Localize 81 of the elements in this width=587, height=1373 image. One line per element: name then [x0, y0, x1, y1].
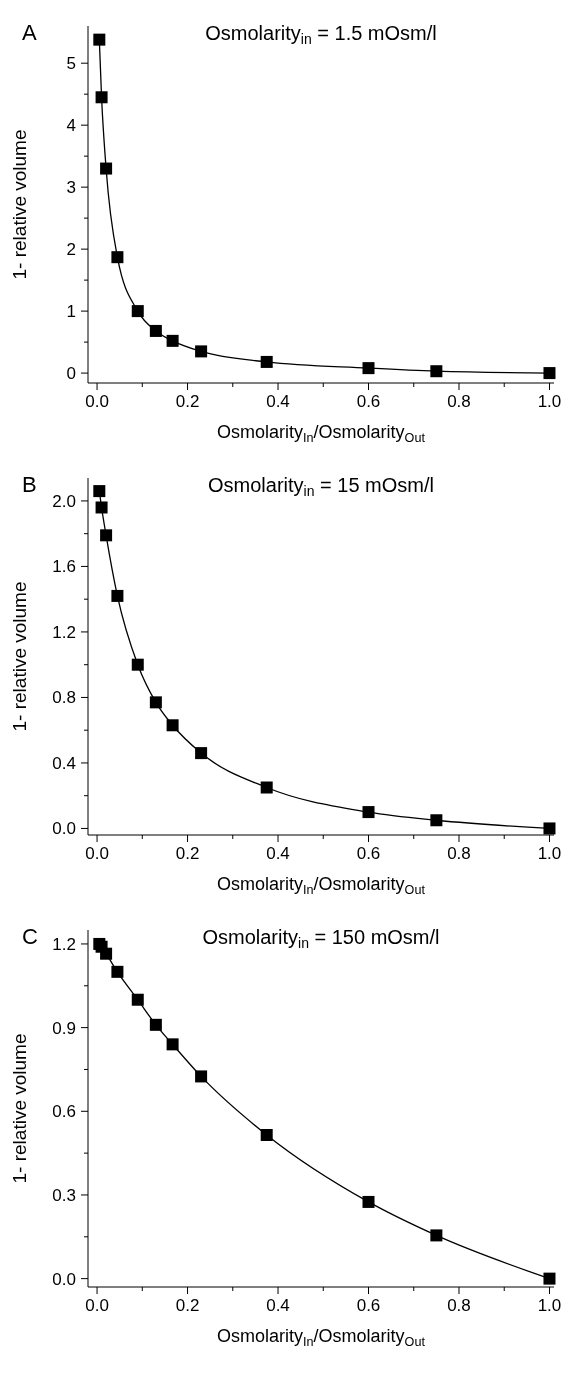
y-tick-label: 0.6: [52, 1102, 76, 1122]
x-tick-label: 0.6: [356, 1296, 381, 1315]
point: [131, 658, 144, 671]
x-tick-label: 1.0: [537, 1296, 562, 1315]
y-tick-label: 0.0: [52, 819, 76, 839]
y-tick-label: 0.8: [52, 688, 76, 708]
y-axis-title: 1- relative volume: [9, 1033, 30, 1184]
x-tick-label: 0.8: [447, 844, 471, 863]
y-tick-label: 0.0: [52, 1269, 76, 1289]
point: [543, 822, 556, 835]
point: [166, 719, 179, 732]
x-tick-label: 0.2: [175, 1296, 200, 1315]
point: [93, 33, 106, 46]
x-tick-label: 0.4: [266, 1296, 290, 1315]
x-tick-label: 0.4: [266, 844, 290, 863]
point: [95, 501, 108, 514]
text: A: [22, 20, 37, 45]
y-tick-label: 0.3: [52, 1185, 76, 1205]
point: [543, 1272, 556, 1285]
point: [362, 1195, 375, 1208]
point: [430, 1229, 443, 1242]
point: [111, 965, 124, 978]
point: [430, 814, 443, 827]
point: [131, 305, 144, 318]
y-tick-label: 2: [66, 240, 76, 260]
x-tick-label: 0.6: [356, 392, 381, 411]
y-tick-label: 4: [66, 116, 76, 136]
y-tick-label: 0: [66, 364, 76, 384]
point: [100, 947, 113, 960]
point: [543, 367, 556, 380]
point: [95, 91, 108, 104]
x-tick-label: 1.0: [537, 844, 562, 863]
text: C: [22, 924, 38, 949]
text: B: [22, 472, 37, 497]
x-tick-label: 0.0: [85, 844, 109, 863]
point: [131, 993, 144, 1006]
x-tick-label: 0.0: [85, 1296, 109, 1315]
point: [260, 355, 273, 368]
x-tick-label: 1.0: [537, 392, 562, 411]
y-tick-label: 1.2: [52, 622, 76, 642]
chart-title: Osmolarity$_{in}$ = 150 mOsm/l: [202, 926, 440, 952]
x-tick-label: 0.6: [356, 844, 381, 863]
x-tick-label: 0.8: [447, 392, 471, 411]
point: [111, 251, 124, 264]
y-tick-label: 3: [66, 178, 76, 198]
point: [100, 529, 113, 542]
x-tick-label: 0.4: [266, 392, 290, 411]
point: [93, 485, 106, 498]
point: [260, 1129, 273, 1141]
y-axis-title: 1- relative volume: [9, 129, 30, 280]
point: [362, 362, 375, 375]
point: [149, 324, 162, 337]
y-tick-label: 2.0: [52, 491, 76, 511]
y-axis-title: 1- relative volume: [9, 581, 30, 732]
y-tick-label: 5: [66, 54, 76, 74]
point: [100, 162, 113, 175]
x-tick-label: 0.0: [85, 392, 109, 411]
x-axis-title: Osmolarity$_{In}$/Osmolarity$_{Out}$: [217, 1326, 426, 1349]
y-tick-label: 1.6: [52, 557, 76, 577]
point: [166, 1038, 179, 1051]
x-axis-title: Osmolarity$_{In}$/Osmolarity$_{Out}$: [217, 422, 426, 445]
point: [430, 365, 443, 378]
point: [195, 747, 208, 760]
x-tick-label: 0.8: [447, 1296, 471, 1315]
point: [195, 1070, 208, 1083]
point: [149, 696, 162, 709]
x-tick-label: 0.2: [175, 844, 200, 863]
point: [166, 334, 179, 347]
chart-title: Osmolarity$_{in}$ = 1.5 mOsm/l: [205, 22, 437, 48]
point: [260, 781, 273, 794]
point: [195, 345, 208, 358]
x-axis-title: Osmolarity$_{In}$/Osmolarity$_{Out}$: [217, 874, 426, 897]
point: [149, 1018, 162, 1031]
y-tick-label: 0.9: [52, 1018, 76, 1038]
chart-title: Osmolarity$_{in}$ = 15 mOsm/l: [208, 474, 434, 500]
point: [111, 589, 124, 602]
point: [362, 806, 375, 819]
x-tick-label: 0.2: [175, 392, 200, 411]
y-tick-label: 0.4: [52, 753, 76, 773]
y-tick-label: 1.2: [52, 934, 76, 954]
y-tick-label: 1: [66, 302, 76, 322]
